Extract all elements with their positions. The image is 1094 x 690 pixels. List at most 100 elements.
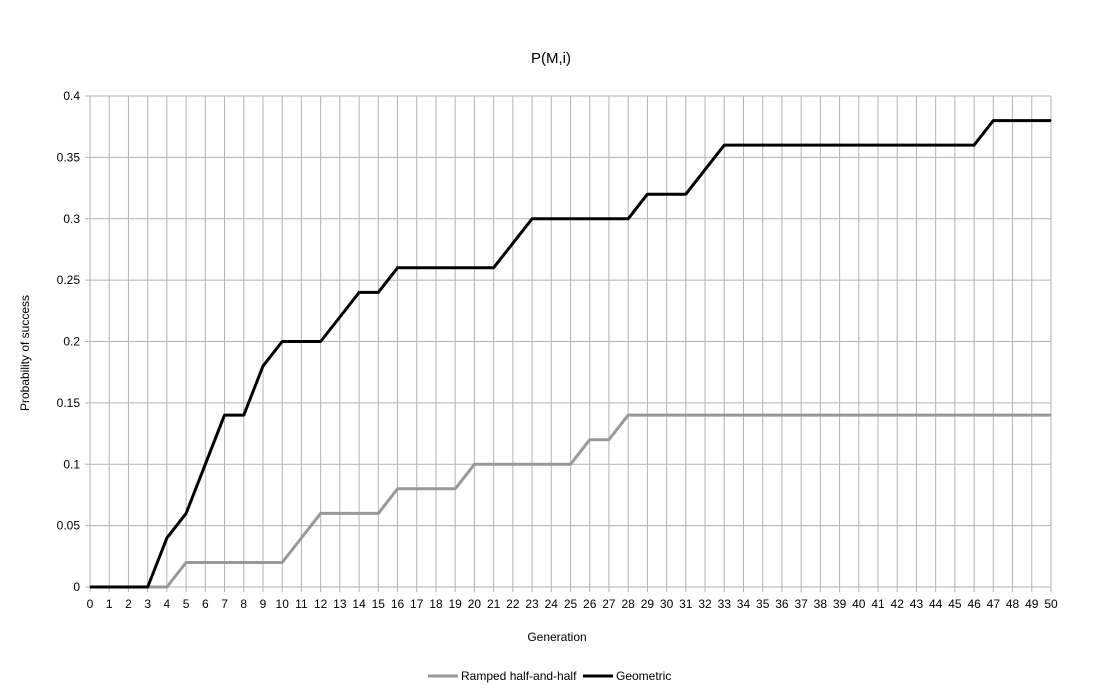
x-tick-label: 36 <box>775 597 789 611</box>
x-tick-label: 29 <box>641 597 655 611</box>
x-tick-label: 2 <box>125 597 132 611</box>
x-tick-label: 9 <box>260 597 267 611</box>
x-tick-label: 35 <box>756 597 770 611</box>
data-point <box>627 218 629 220</box>
data-point <box>493 267 495 269</box>
x-tick-label: 43 <box>910 597 924 611</box>
data-point <box>550 463 552 465</box>
data-point <box>300 341 302 342</box>
x-tick-label: 22 <box>506 597 520 611</box>
x-tick-label: 23 <box>525 597 539 611</box>
data-point <box>512 463 514 465</box>
x-tick-label: 31 <box>679 597 693 611</box>
data-point <box>377 291 379 293</box>
x-tick-label: 34 <box>737 597 751 611</box>
data-point <box>1012 120 1014 122</box>
x-tick-label: 50 <box>1044 597 1058 611</box>
x-tick-label: 41 <box>871 597 885 611</box>
data-point <box>935 414 937 416</box>
data-point <box>435 267 437 269</box>
y-tick-label: 0.2 <box>63 335 80 349</box>
data-point <box>397 488 399 490</box>
data-point <box>742 144 744 146</box>
data-point <box>954 414 956 416</box>
data-point <box>320 512 322 514</box>
x-tick-label: 21 <box>487 597 501 611</box>
data-point <box>685 414 687 416</box>
x-tick-label: 46 <box>967 597 981 611</box>
data-point <box>147 586 149 588</box>
data-point <box>377 512 379 514</box>
y-axis: 0 0.05 0.1 0.15 0.2 0.25 0.3 0.35 0.4 <box>57 89 90 594</box>
data-point <box>512 242 514 244</box>
data-point <box>666 193 668 195</box>
data-point <box>166 537 168 539</box>
data-point <box>320 341 322 342</box>
data-point <box>262 365 264 367</box>
data-point <box>185 561 187 563</box>
data-point <box>1050 414 1052 416</box>
y-tick-label: 0.4 <box>63 89 80 103</box>
data-point <box>723 414 725 416</box>
data-point <box>858 144 860 146</box>
data-point <box>473 463 475 465</box>
x-axis: 0 1 2 3 4 5 6 7 8 9 10 11 12 13 14 15 16 17 18 19 20 21 22 23 24… <box>87 587 1058 611</box>
x-tick-label: 30 <box>660 597 674 611</box>
x-tick-label: 4 <box>164 597 171 611</box>
data-point <box>781 414 783 416</box>
data-point <box>108 586 110 588</box>
x-tick-label: 40 <box>852 597 866 611</box>
data-point <box>839 414 841 416</box>
data-point <box>570 218 571 220</box>
data-point <box>1031 414 1033 416</box>
data-point <box>224 414 226 416</box>
x-tick-label: 14 <box>352 597 366 611</box>
data-point <box>627 414 629 416</box>
x-tick-label: 38 <box>814 597 828 611</box>
data-point <box>685 193 687 195</box>
data-point <box>204 561 206 563</box>
data-point <box>127 586 129 588</box>
data-point <box>954 144 956 146</box>
data-point <box>992 414 994 416</box>
data-point <box>973 414 975 416</box>
data-point <box>589 439 591 441</box>
data-point <box>1050 120 1052 122</box>
data-point <box>762 144 764 146</box>
data-point <box>416 267 418 269</box>
grid <box>89 95 1052 588</box>
y-tick-label: 0.25 <box>57 273 81 287</box>
series-lines <box>89 119 1052 589</box>
x-tick-label: 15 <box>372 597 386 611</box>
data-point <box>281 341 283 342</box>
data-point <box>416 488 418 490</box>
data-point <box>589 218 591 220</box>
data-point <box>397 267 399 269</box>
data-point <box>877 144 879 146</box>
data-point <box>992 120 994 122</box>
data-point <box>800 144 802 146</box>
x-tick-label: 28 <box>621 597 635 611</box>
data-point <box>185 512 187 514</box>
y-tick-label: 0.3 <box>63 212 80 226</box>
data-point <box>166 586 168 588</box>
data-point <box>435 488 437 490</box>
data-point <box>666 414 668 416</box>
data-point <box>1012 414 1014 416</box>
y-tick-label: 0.35 <box>57 150 81 164</box>
data-point <box>858 414 860 416</box>
data-point <box>243 414 245 416</box>
data-point <box>454 267 456 269</box>
x-tick-label: 18 <box>429 597 443 611</box>
data-point <box>915 144 917 146</box>
data-point <box>358 291 360 293</box>
data-point <box>839 144 841 146</box>
x-tick-label: 44 <box>929 597 943 611</box>
x-tick-label: 26 <box>583 597 597 611</box>
data-point <box>531 463 533 465</box>
x-tick-label: 25 <box>564 597 578 611</box>
data-point <box>800 414 802 416</box>
data-point <box>762 414 764 416</box>
legend-label-ramped: Ramped half-and-half <box>461 669 577 683</box>
